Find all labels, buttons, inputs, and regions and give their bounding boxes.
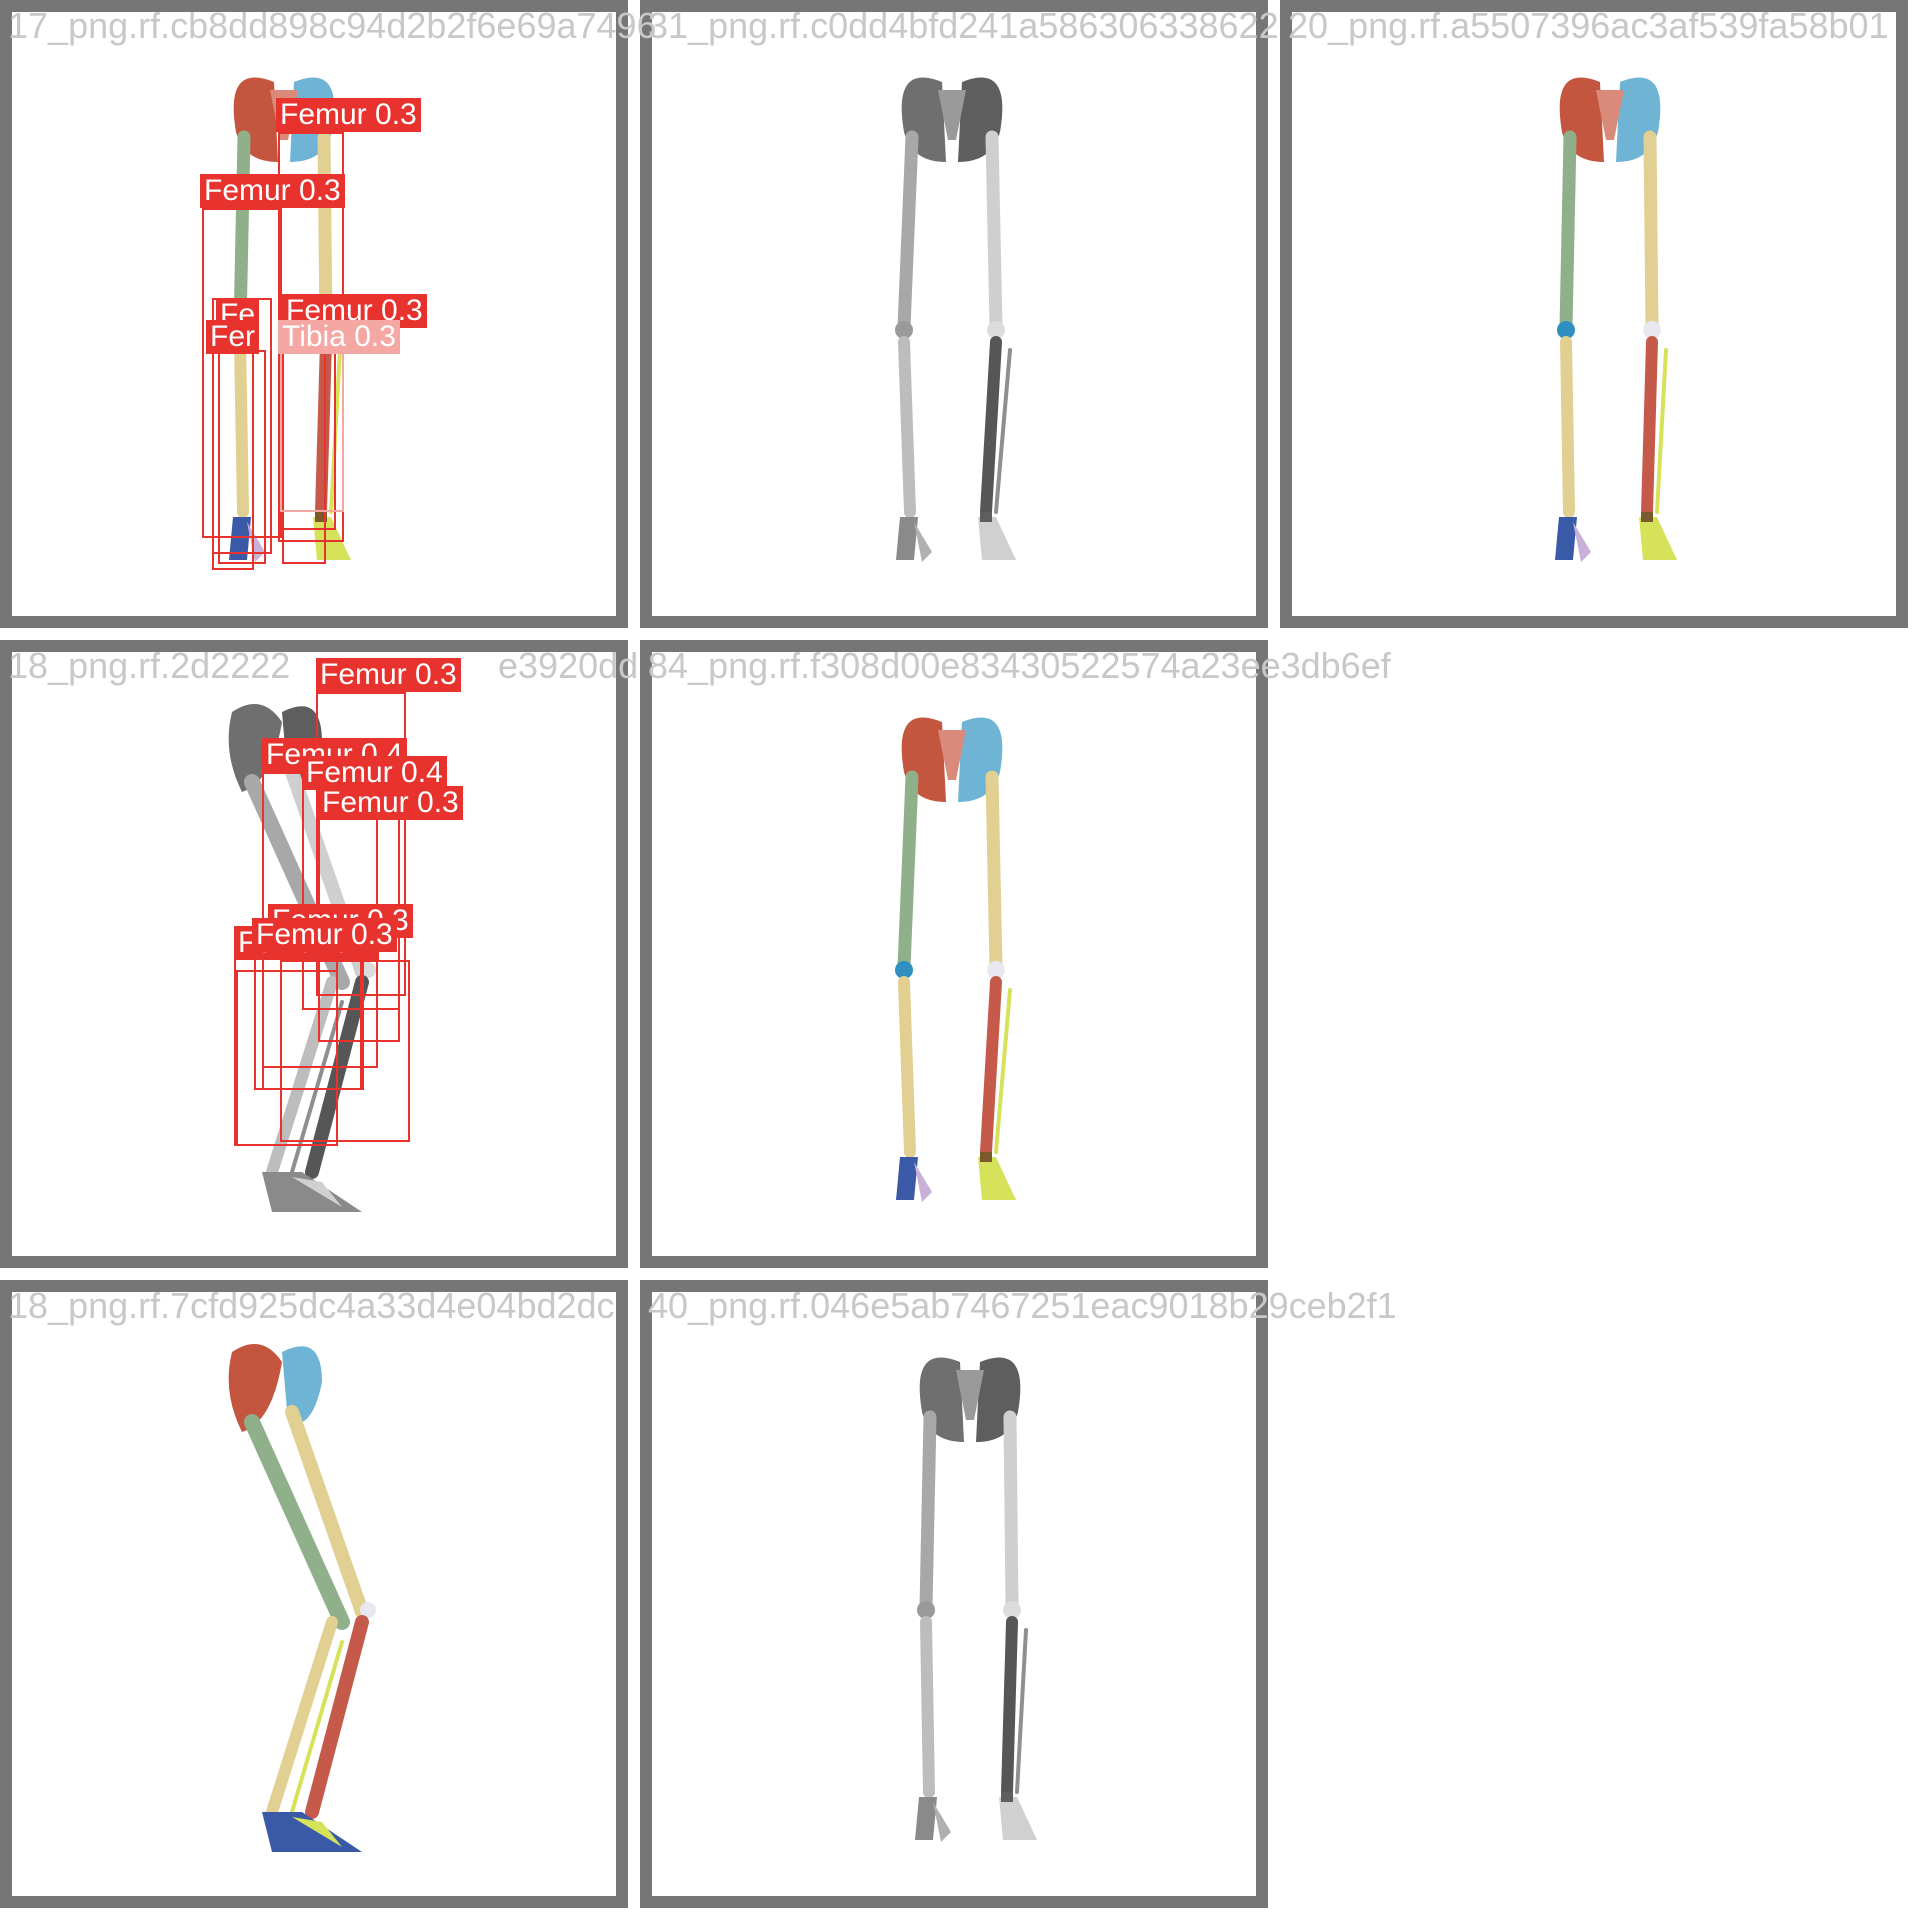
tile-6[interactable] xyxy=(0,1280,628,1908)
foot-left xyxy=(896,1157,918,1200)
pelvis-right xyxy=(282,1346,322,1424)
patella-left xyxy=(895,321,913,339)
bone xyxy=(290,1000,344,1174)
sacrum xyxy=(1596,90,1624,140)
patella-left xyxy=(895,961,913,979)
bone xyxy=(897,770,919,974)
bone xyxy=(919,1410,937,1614)
foot-left xyxy=(229,517,251,560)
bone xyxy=(994,348,1012,514)
sacrum xyxy=(938,730,966,780)
patella-left xyxy=(917,1601,935,1619)
bone xyxy=(233,130,251,334)
detection-label: Fer xyxy=(206,320,259,354)
bone xyxy=(920,1616,935,1798)
tile-5[interactable] xyxy=(640,640,1268,1268)
patella-right xyxy=(360,1602,376,1618)
detection-box[interactable] xyxy=(218,350,266,564)
bone xyxy=(1641,336,1658,518)
patella-right xyxy=(987,961,1005,979)
skeleton-image-7 xyxy=(915,1357,1037,1842)
foot-left xyxy=(896,517,918,560)
foot-right xyxy=(1639,517,1677,560)
bone xyxy=(985,770,1003,974)
bone xyxy=(897,130,919,334)
patella-left xyxy=(1557,321,1575,339)
bone xyxy=(1643,130,1659,334)
bone xyxy=(1559,130,1577,334)
detection-box[interactable] xyxy=(280,960,410,1142)
bone xyxy=(985,130,1003,334)
bone xyxy=(898,336,916,518)
detection-label: Femur 0.3 xyxy=(316,658,461,692)
bone xyxy=(980,336,1002,518)
foot-right xyxy=(313,517,351,560)
sacrum xyxy=(956,1370,984,1420)
tile-2[interactable] xyxy=(640,0,1268,628)
pelvis-left xyxy=(228,1344,282,1432)
foot-right xyxy=(978,517,1016,560)
skeleton-image-6 xyxy=(228,1344,376,1852)
patella-right xyxy=(1003,1601,1021,1619)
skeleton-image-5 xyxy=(895,717,1016,1202)
bone xyxy=(1655,348,1668,514)
bone xyxy=(1015,1628,1028,1794)
detection-box[interactable] xyxy=(280,330,344,512)
foot-right xyxy=(999,1797,1037,1840)
detection-label: Femur 0.3 xyxy=(200,174,345,208)
bone xyxy=(1560,336,1575,518)
bone xyxy=(290,1640,344,1814)
foot-right xyxy=(978,1157,1016,1200)
tile-3[interactable] xyxy=(1280,0,1908,628)
patella-right xyxy=(1643,321,1661,339)
patella-right xyxy=(987,321,1005,339)
detection-label: Femur 0.3 xyxy=(276,98,421,132)
patella-right xyxy=(360,962,376,978)
foot-left xyxy=(915,1797,937,1840)
bone xyxy=(266,1616,338,1818)
pelvis-left xyxy=(228,704,282,792)
detection-label: Femur 0.4 xyxy=(302,756,447,790)
bone xyxy=(234,336,249,518)
detection-label: Femur 0.3 xyxy=(252,918,397,952)
detection-label: Tibia 0.3 xyxy=(278,320,400,354)
bone xyxy=(1003,1410,1019,1614)
sacrum xyxy=(938,90,966,140)
detection-box[interactable] xyxy=(236,970,338,1146)
bone xyxy=(898,976,916,1158)
bone xyxy=(994,988,1012,1154)
bone xyxy=(244,1414,350,1630)
skeleton-image-2 xyxy=(895,77,1016,562)
skeleton-image-3 xyxy=(1555,77,1677,562)
detection-label: Femur 0.3 xyxy=(318,786,463,820)
bone xyxy=(305,1615,369,1819)
bone xyxy=(1001,1616,1018,1798)
tile-7[interactable] xyxy=(640,1280,1268,1908)
foot-left xyxy=(1555,517,1577,560)
bone xyxy=(285,1405,369,1619)
bone xyxy=(980,976,1002,1158)
